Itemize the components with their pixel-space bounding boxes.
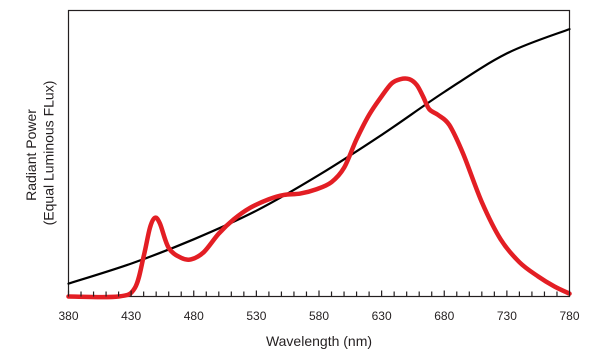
- x-tick-label: 480: [184, 309, 204, 323]
- x-tick-label: 530: [246, 309, 266, 323]
- series-line-black: [67, 27, 571, 285]
- y-axis-title: Radiant Power (Equal Luminous FLux): [23, 81, 57, 226]
- x-tick-label: 580: [309, 309, 329, 323]
- x-tick-label: 680: [434, 309, 454, 323]
- x-tick-label: 780: [559, 309, 579, 323]
- plot-area: [66, 9, 572, 300]
- x-tick-label: 430: [121, 309, 141, 323]
- y-axis-title-line-2: (Equal Luminous FLux): [40, 81, 56, 226]
- x-tick-label: 380: [58, 309, 78, 323]
- series-line-red: [66, 76, 572, 300]
- x-axis-tick-labels: 380 430 480 530 580 630 680 730 780: [58, 309, 579, 323]
- x-tick-label: 730: [497, 309, 517, 323]
- x-axis-ticks: [67, 290, 571, 297]
- x-tick-label: 630: [372, 309, 392, 323]
- y-axis-title-line-1: Radiant Power: [23, 109, 39, 201]
- x-axis-title: Wavelength (nm): [266, 333, 372, 349]
